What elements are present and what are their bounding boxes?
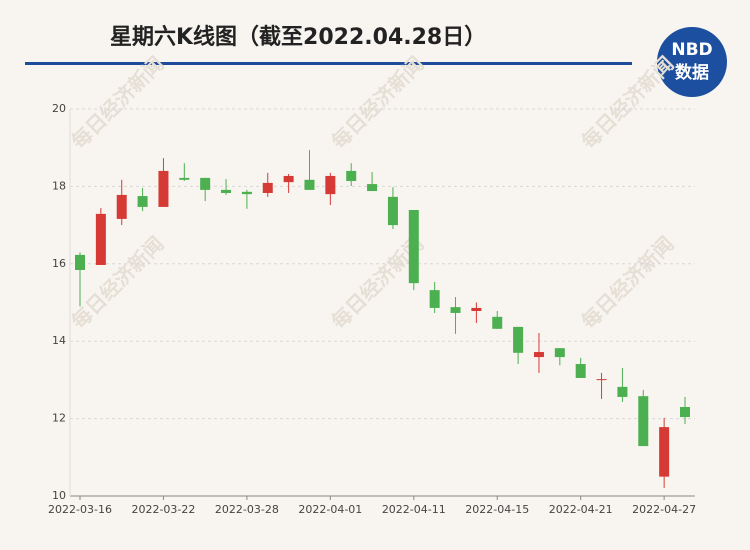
x-tick-label: 2022-04-27 xyxy=(632,503,696,516)
candle-body xyxy=(241,191,252,195)
plot: 10 12 14 16 18 20 2022-03-16 2022-03-22 2022-03-… xyxy=(48,102,696,516)
candle-body xyxy=(471,307,482,312)
candle-body xyxy=(158,170,169,207)
candle-body xyxy=(429,290,440,308)
candle-body xyxy=(325,175,336,195)
candle-body xyxy=(492,316,503,329)
logo-text: 数据 xyxy=(675,62,709,83)
candle-body xyxy=(304,179,315,190)
candle-body xyxy=(200,177,211,190)
y-tick-label: 16 xyxy=(52,257,66,270)
y-tick-label: 18 xyxy=(52,179,66,192)
y-tick-label: 10 xyxy=(52,489,66,502)
candle-body xyxy=(617,386,628,397)
candle-body xyxy=(408,210,419,284)
candle-body xyxy=(283,175,294,183)
candle-body xyxy=(137,196,148,207)
candle-body xyxy=(680,406,690,418)
candle-body xyxy=(513,326,524,353)
candle-body xyxy=(596,379,607,381)
y-tick-label: 14 xyxy=(52,334,66,347)
candle-body xyxy=(179,177,190,180)
candle-body xyxy=(533,352,544,358)
candle-body xyxy=(638,396,649,447)
x-tick-label: 2022-04-11 xyxy=(382,503,446,516)
x-tick-label: 2022-04-01 xyxy=(298,503,362,516)
x-tick-label: 2022-04-15 xyxy=(465,503,529,516)
chart-title: 星期六K线图（截至2022.04.28日） xyxy=(110,24,486,50)
candle-body xyxy=(367,184,378,192)
candle-body xyxy=(387,196,398,226)
candle-body xyxy=(95,213,106,265)
logo-text: NBD xyxy=(671,40,712,60)
x-tick-label: 2022-03-22 xyxy=(131,503,195,516)
candle-body xyxy=(221,189,232,193)
candle-body xyxy=(450,307,461,313)
candle-body xyxy=(575,364,586,378)
candle-body xyxy=(75,254,85,270)
y-tick-label: 12 xyxy=(52,412,66,425)
x-tick-label: 2022-03-28 xyxy=(215,503,279,516)
candle-body xyxy=(346,170,357,181)
candle-body xyxy=(262,182,273,193)
candle-body xyxy=(116,194,127,219)
candle-body xyxy=(659,427,670,477)
title-rule xyxy=(25,62,632,65)
logo xyxy=(657,27,727,97)
y-tick-label: 20 xyxy=(52,102,66,115)
candle-body xyxy=(554,348,565,358)
x-tick-label: 2022-03-16 xyxy=(48,503,112,516)
x-tick-label: 2022-04-21 xyxy=(549,503,613,516)
